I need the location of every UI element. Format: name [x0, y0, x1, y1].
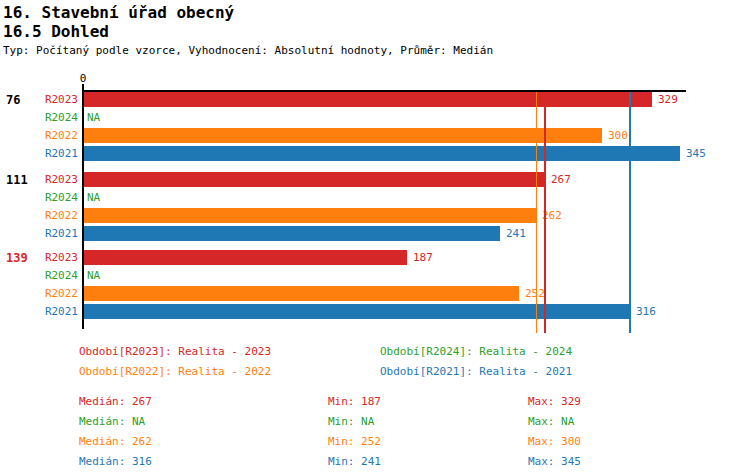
median-reference-line	[629, 92, 631, 333]
stats-min: Min: 252	[328, 435, 381, 448]
group-label: 111	[6, 173, 28, 187]
stats-max: Max: 345	[528, 455, 581, 468]
bar	[84, 226, 500, 241]
series-label: R2021	[28, 304, 78, 319]
report-title: 16. Stavební úřad obecný	[3, 3, 234, 22]
group-label: 76	[6, 93, 20, 107]
stats-median: Medián: 267	[79, 395, 152, 408]
legend-item: Období[R2023]: Realita - 2023	[79, 345, 271, 358]
stats-median: Medián: NA	[79, 415, 145, 428]
stats-min: Min: 241	[328, 455, 381, 468]
stats-max: Max: 329	[528, 395, 581, 408]
series-label: R2022	[28, 208, 78, 223]
report-meta: Typ: Počítaný podle vzorce, Vyhodnocení:…	[3, 44, 493, 57]
series-label: R2024	[28, 190, 78, 205]
median-reference-line	[544, 92, 546, 333]
legend-item: Období[R2024]: Realita - 2024	[380, 345, 572, 358]
series-label: R2024	[28, 268, 78, 283]
stats-median: Medián: 262	[79, 435, 152, 448]
series-label: R2022	[28, 286, 78, 301]
bar-value-label: 267	[551, 172, 571, 187]
bar	[84, 146, 680, 161]
bar-value-label: 300	[608, 128, 628, 143]
series-label: R2021	[28, 226, 78, 241]
bar	[84, 128, 602, 143]
report-subtitle: 16.5 Dohled	[3, 22, 109, 41]
bar-value-label: 187	[413, 250, 433, 265]
stats-max: Max: 300	[528, 435, 581, 448]
bar-value-label: 241	[506, 226, 526, 241]
series-label: R2022	[28, 128, 78, 143]
bar	[84, 92, 652, 107]
series-label: R2023	[28, 92, 78, 107]
na-value-label: NA	[87, 190, 100, 205]
series-label: R2023	[28, 250, 78, 265]
na-value-label: NA	[87, 110, 100, 125]
series-label: R2023	[28, 172, 78, 187]
group-label: 139	[6, 251, 28, 265]
stats-min: Min: NA	[328, 415, 374, 428]
legend-item: Období[R2022]: Realita - 2022	[79, 365, 271, 378]
stats-min: Min: 187	[328, 395, 381, 408]
legend-item: Období[R2021]: Realita - 2021	[380, 365, 572, 378]
bar-value-label: 329	[658, 92, 678, 107]
series-label: R2024	[28, 110, 78, 125]
bar	[84, 304, 630, 319]
stats-max: Max: NA	[528, 415, 574, 428]
bar	[84, 286, 519, 301]
bar	[84, 250, 407, 265]
na-value-label: NA	[87, 268, 100, 283]
bar	[84, 172, 545, 187]
median-reference-line	[536, 92, 538, 333]
report-page: 16. Stavební úřad obecný 16.5 Dohled Typ…	[0, 0, 750, 476]
series-label: R2021	[28, 146, 78, 161]
bar-value-label: 316	[636, 304, 656, 319]
bar	[84, 208, 536, 223]
stats-median: Medián: 316	[79, 455, 152, 468]
bar-value-label: 345	[686, 146, 706, 161]
